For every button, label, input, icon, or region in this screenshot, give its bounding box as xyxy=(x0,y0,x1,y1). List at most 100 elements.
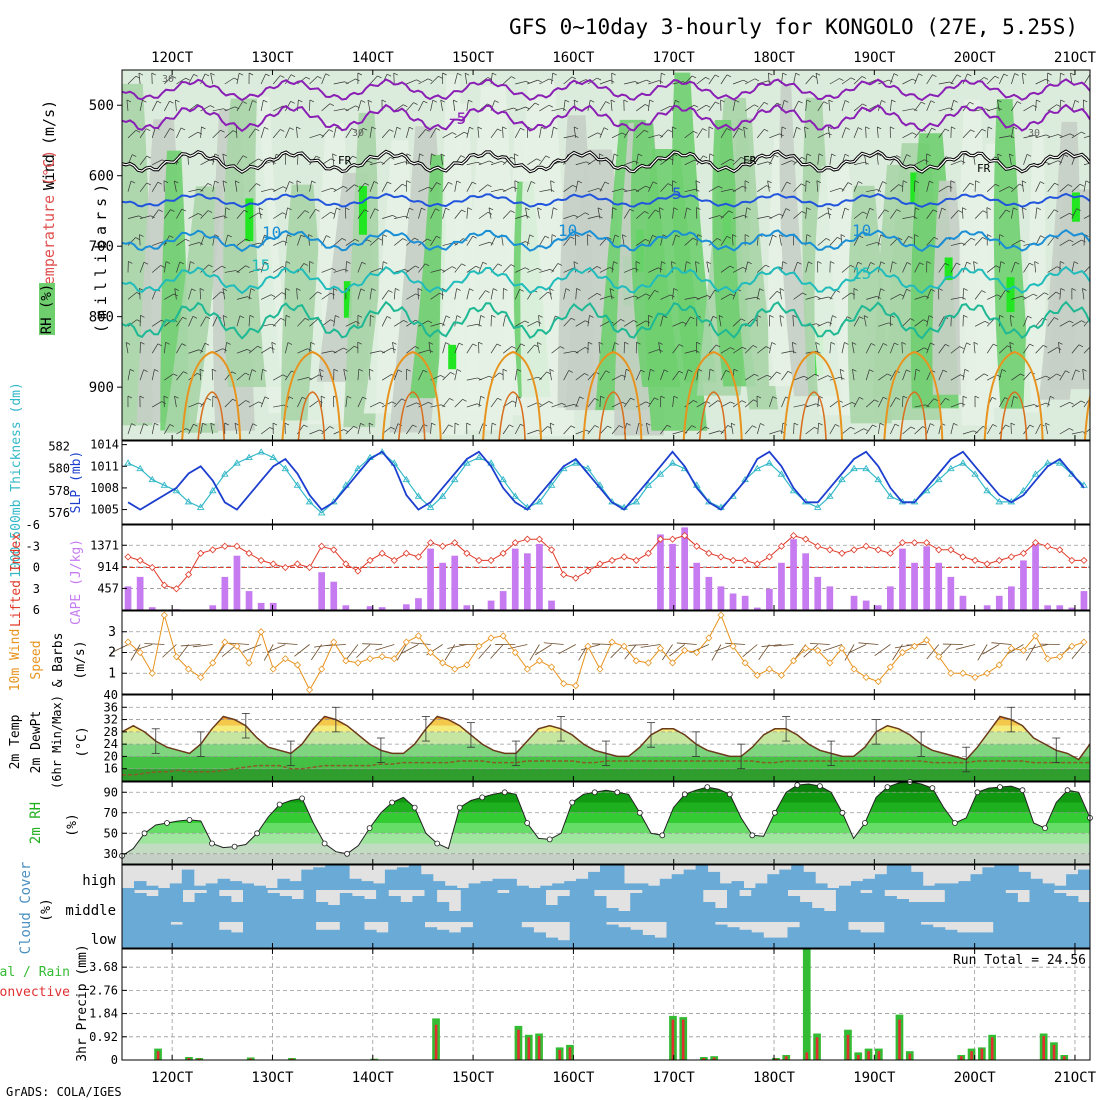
wind-barb xyxy=(360,422,365,426)
cape-bar xyxy=(463,605,471,610)
wind-barb xyxy=(844,207,850,211)
wind-barb xyxy=(757,216,769,219)
li-point xyxy=(826,546,834,554)
wind-barb xyxy=(732,128,739,139)
wind-point xyxy=(729,642,737,650)
li-point xyxy=(330,546,338,554)
wind-barb xyxy=(563,214,575,219)
cloud-bar-low xyxy=(230,932,244,948)
wind-barb xyxy=(1047,134,1059,139)
wind-barb xyxy=(645,401,651,405)
rh-point xyxy=(974,789,981,796)
wind-barb xyxy=(991,642,1012,645)
cape-bar xyxy=(524,553,531,610)
wind-barb xyxy=(212,108,224,112)
wind-barb xyxy=(896,155,901,158)
rh-tick: 30 xyxy=(104,847,118,861)
wind-point xyxy=(910,642,919,650)
wind-barb xyxy=(320,395,326,399)
wind-barb xyxy=(708,126,714,130)
wind-barb xyxy=(587,215,599,219)
wind-barb xyxy=(1083,135,1090,139)
wind-barb xyxy=(412,424,417,428)
wind-barb xyxy=(982,237,987,240)
wind-barb xyxy=(974,237,983,246)
wind-barb xyxy=(308,234,313,237)
wind-barb xyxy=(877,261,882,273)
li-point xyxy=(245,549,253,557)
wind-barb xyxy=(454,288,457,300)
wind-barb xyxy=(757,161,768,166)
cloud-level-low: low xyxy=(91,932,117,948)
wind-barb xyxy=(938,128,946,139)
wind-barb xyxy=(298,99,303,103)
wind-barb xyxy=(309,374,320,381)
thickness-point xyxy=(124,459,132,466)
li-point xyxy=(777,542,786,550)
wind-barb xyxy=(684,159,695,166)
wind-barb xyxy=(1083,180,1087,192)
wind-barb xyxy=(792,350,797,354)
rh-point xyxy=(952,820,958,826)
wind-barb xyxy=(368,369,371,381)
wind-barb xyxy=(901,342,903,354)
wind-barb xyxy=(430,322,442,327)
precip-conv-bar xyxy=(908,1053,912,1060)
wind-barb xyxy=(163,261,167,273)
wind-barb xyxy=(285,288,290,291)
wind-barb xyxy=(343,347,348,351)
precip-conv-bar xyxy=(187,1058,191,1060)
wind-point xyxy=(511,648,519,657)
wind-barb xyxy=(395,288,400,291)
wind-barb xyxy=(418,186,429,193)
wind-barb xyxy=(587,234,592,237)
wind-barb xyxy=(1081,320,1086,324)
wind-barb xyxy=(745,296,757,300)
wind-barb xyxy=(872,424,877,428)
wind-barb xyxy=(938,156,947,166)
wind-barb xyxy=(998,290,1006,300)
wind-barb xyxy=(1071,320,1082,327)
wind-barb xyxy=(539,371,547,381)
wind-point xyxy=(814,646,822,654)
wind-barb xyxy=(767,73,770,85)
wind-barb xyxy=(645,238,650,242)
wind-barb xyxy=(853,428,864,435)
wind-barb xyxy=(442,342,446,354)
wind-barb xyxy=(914,73,919,85)
wind-barb xyxy=(262,368,267,372)
cloud-bar-high xyxy=(659,878,673,888)
cloud-bar-low xyxy=(956,932,970,948)
wind-barb xyxy=(406,368,411,372)
wind-barb xyxy=(252,423,257,426)
cloud-bar-low xyxy=(678,922,692,948)
wind-point xyxy=(269,665,277,673)
wind-barb xyxy=(1040,235,1045,238)
wind-barb xyxy=(248,423,254,435)
wind-point xyxy=(681,646,689,654)
wind-barb xyxy=(220,129,225,133)
wind-barb xyxy=(1010,422,1016,426)
wind-barb xyxy=(704,426,710,430)
wind-barb xyxy=(801,211,807,214)
wind-barb xyxy=(672,430,684,435)
wind-barb xyxy=(732,185,743,192)
wind-barb xyxy=(181,343,186,346)
precip-tick: 1.84 xyxy=(89,1007,118,1021)
wind-barb xyxy=(732,400,743,408)
wind-barb xyxy=(1060,72,1065,76)
wind-barb xyxy=(537,376,543,380)
wind-barb xyxy=(374,208,379,212)
wind-barb xyxy=(753,399,758,403)
wind-barb xyxy=(1082,368,1087,372)
wind-barb xyxy=(1060,288,1065,291)
cloud-bar-low xyxy=(896,922,909,948)
wind-barb xyxy=(161,401,166,404)
cape-bar xyxy=(451,555,459,610)
wind-barb xyxy=(605,370,610,374)
wind-barb xyxy=(563,404,575,408)
rh-point xyxy=(186,817,193,823)
wind-barb xyxy=(427,238,432,242)
wind-barb xyxy=(333,347,344,354)
wind-barb xyxy=(573,261,578,264)
